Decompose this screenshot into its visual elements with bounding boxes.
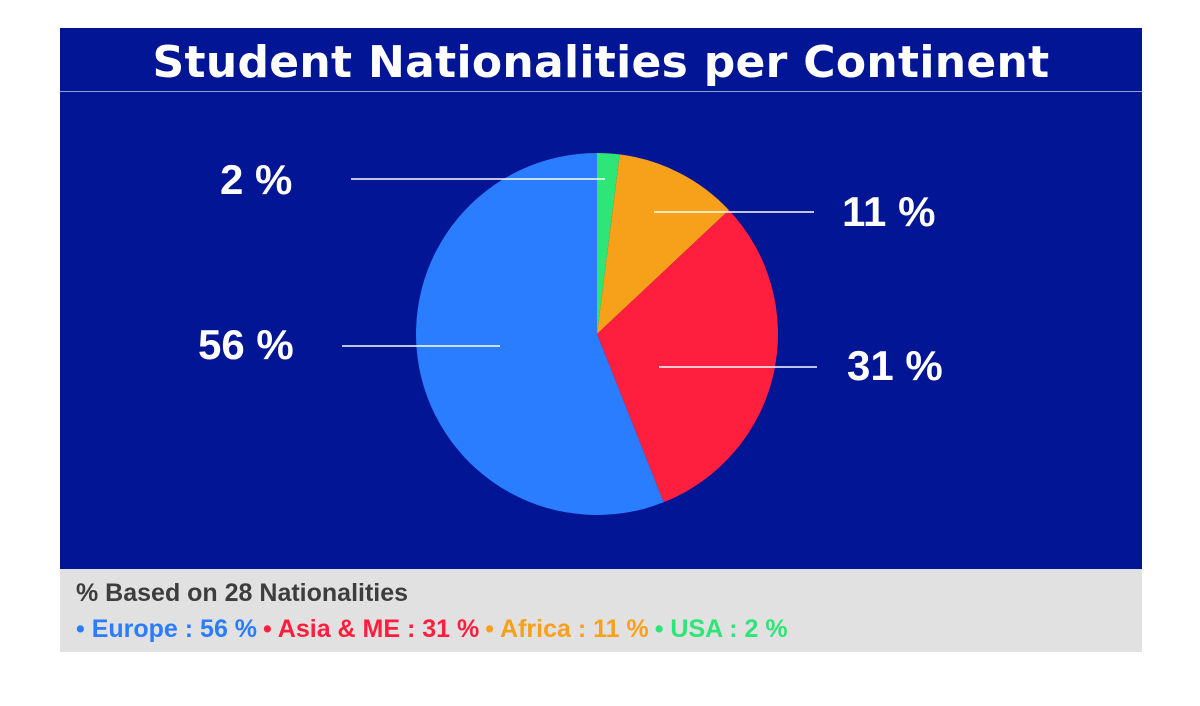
- pie-slice-africa: [597, 154, 729, 334]
- title-divider: [60, 91, 1142, 92]
- label-leader-lines: [342, 178, 817, 368]
- legend: • Europe : 56 % • Asia & ME : 31 % • Afric…: [76, 615, 794, 644]
- footer-note: % Based on 28 Nationalities: [76, 579, 409, 607]
- pie-chart: [342, 153, 817, 515]
- slice-label-usa: 2 %: [220, 156, 293, 203]
- pie-slice-usa: [597, 153, 620, 334]
- slice-label-europe: 56 %: [198, 321, 294, 368]
- legend-item: • USA : 2 %: [654, 615, 788, 643]
- slice-label-asia-me: 31 %: [847, 342, 943, 389]
- pie-slices: [416, 153, 778, 515]
- legend-item: • Africa : 11 %: [485, 615, 649, 643]
- legend-item: • Asia & ME : 31 %: [263, 615, 480, 643]
- chart-title: Student Nationalities per Continent: [152, 37, 1050, 88]
- pie-slice-europe: [416, 153, 664, 515]
- legend-item: • Europe : 56 %: [76, 615, 258, 643]
- chart-panel: Student Nationalities per Continent 2 % 1…: [60, 28, 1142, 569]
- slice-label-africa: 11 %: [842, 188, 936, 235]
- footer-panel: % Based on 28 Nationalities • Europe : 5…: [60, 569, 1142, 652]
- pie-slice-asia-me: [597, 210, 778, 503]
